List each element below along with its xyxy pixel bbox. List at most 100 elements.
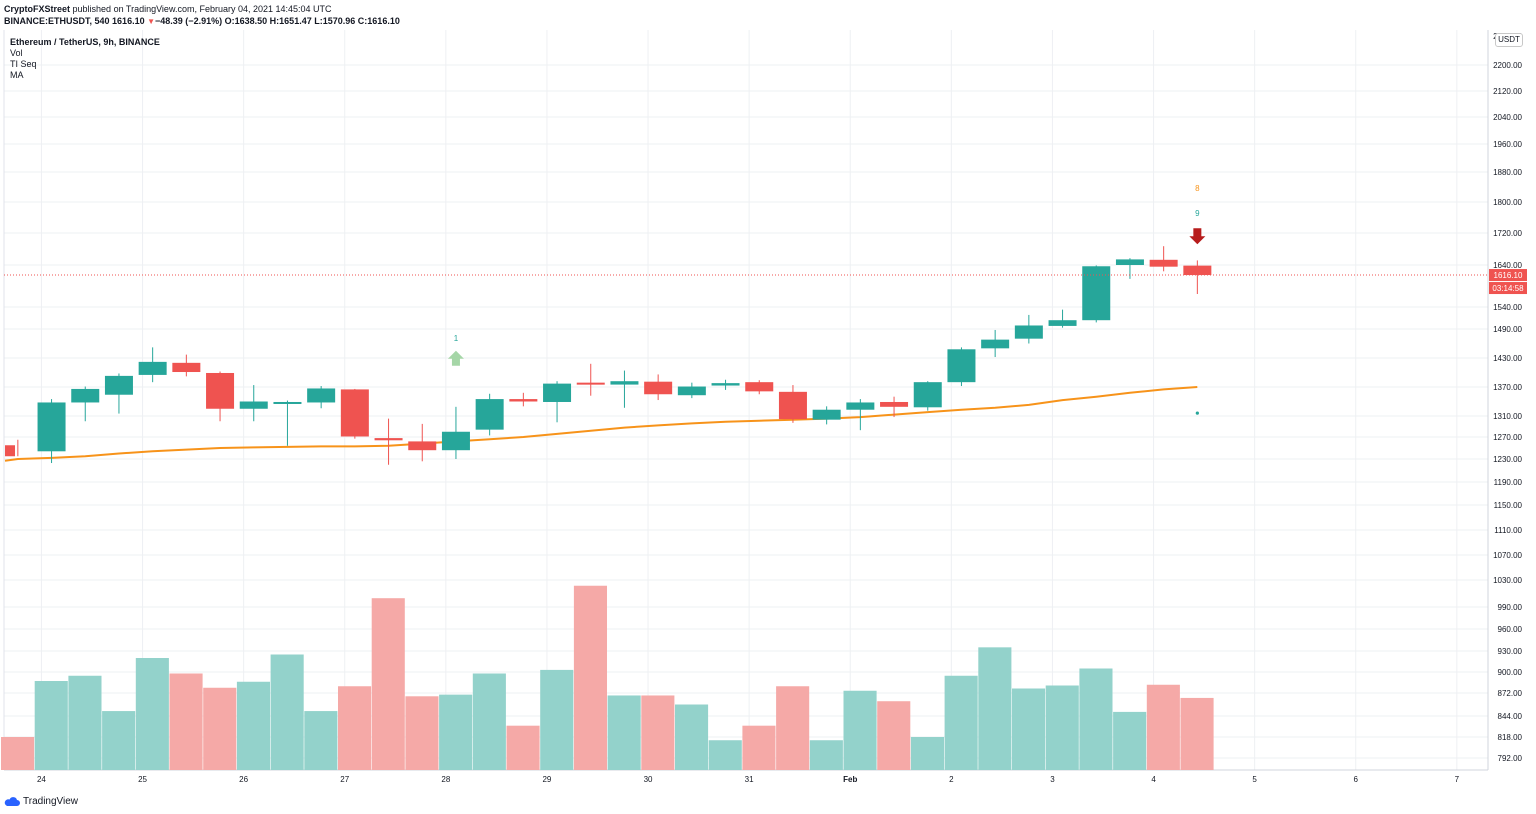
volume-bar: [338, 686, 372, 770]
volume-bar: [944, 675, 978, 770]
candle: [5, 439, 19, 457]
buy-setup-arrow-icon: [447, 350, 464, 366]
price-axis[interactable]: 2200.00 2120.00 2040.00 1960.00 1880.00 1800.…: [1489, 32, 1527, 763]
legend-ma[interactable]: MA: [10, 70, 24, 80]
candle-body: [408, 441, 437, 451]
candle: [677, 382, 706, 399]
candle-body: [71, 388, 100, 403]
volume-bar: [675, 704, 709, 770]
time-tick-label: 7: [1455, 775, 1460, 784]
volume-bar: [1146, 684, 1180, 770]
candle-body: [913, 382, 942, 408]
volume-bar: [742, 725, 776, 770]
price-tick-label: 872.00: [1498, 689, 1523, 698]
legend-title[interactable]: Ethereum / TetherUS, 9h, BINANCE: [10, 37, 160, 47]
volume-bar: [405, 696, 439, 770]
volume-bar: [573, 585, 607, 770]
publish-line: CryptoFXStreet published on TradingView.…: [4, 4, 332, 14]
last-price-tag[interactable]: [1489, 269, 1527, 282]
candle: [138, 347, 167, 383]
price-tick-label: 1640.00: [1493, 261, 1522, 270]
down-triangle-icon: ▼: [147, 17, 156, 26]
candle: [1115, 258, 1144, 279]
time-tick-label: 24: [37, 775, 46, 784]
time-axis[interactable]: 24 25 26 27 28 29 30 31 Feb 2 3 4 5 6 7: [37, 775, 1460, 784]
ma-line: [4, 386, 1198, 462]
time-tick-label: 3: [1050, 775, 1055, 784]
candle-body: [509, 399, 538, 402]
td-dot: [1195, 411, 1199, 415]
candle: [778, 385, 807, 423]
candle-body: [1115, 259, 1144, 265]
time-tick-label: 26: [239, 775, 248, 784]
legend-ti-seq[interactable]: TI Seq: [10, 59, 37, 69]
publish-info: published on TradingView.com, February 0…: [72, 4, 332, 14]
candle-body: [846, 402, 875, 410]
candle: [1014, 314, 1043, 344]
volume-bar: [708, 740, 742, 770]
candle: [273, 400, 302, 446]
td-count-label: 1: [454, 334, 459, 343]
time-tick-label: 28: [441, 775, 450, 784]
volume-bar: [540, 669, 574, 770]
volume-bar: [135, 658, 169, 770]
candle-body: [1014, 325, 1043, 339]
time-tick-label: 31: [745, 775, 754, 784]
candle-body: [5, 445, 15, 457]
candle-body: [172, 362, 201, 373]
price-tick-label: 1960.00: [1493, 140, 1522, 149]
tradingview-brand: TradingView: [23, 796, 79, 807]
ohlc-line: BINANCE:ETHUSDT, 540 1616.10 ▼−48.39 (−2…: [4, 16, 400, 26]
candle: [812, 406, 841, 425]
close-label: C:: [357, 16, 368, 26]
candle-body: [273, 401, 302, 404]
countdown-tag[interactable]: [1489, 282, 1527, 295]
time-tick-label: 6: [1354, 775, 1359, 784]
price-tick-label: 1270.00: [1493, 433, 1522, 442]
price-tick-label: 818.00: [1498, 733, 1523, 742]
close-value: 1616.10: [367, 16, 400, 26]
volume-bar: [371, 598, 405, 770]
price-tick-label: 1540.00: [1493, 303, 1522, 312]
candle-body: [576, 382, 605, 385]
candle: [1048, 309, 1077, 328]
price-tick-label: 900.00: [1498, 668, 1523, 677]
candle-body: [1082, 266, 1111, 321]
time-tick-label: 2: [949, 775, 954, 784]
volume-bar: [236, 681, 270, 770]
price-tick-label: 960.00: [1498, 625, 1523, 634]
candle-body: [543, 383, 572, 402]
candle: [239, 385, 268, 422]
volume-bar: [472, 673, 506, 770]
candle: [104, 373, 133, 414]
time-tick-label: Feb: [843, 775, 857, 784]
price-tick-label: 1370.00: [1493, 383, 1522, 392]
currency-badge[interactable]: USDT: [1495, 33, 1523, 47]
price-change: −48.39 (−2.91%): [155, 16, 223, 26]
volume-bar: [641, 695, 675, 770]
price-tick-label: 1880.00: [1493, 168, 1522, 177]
candle-body: [340, 389, 369, 437]
publisher-name[interactable]: CryptoFXStreet: [4, 4, 71, 14]
price-tick-label: 1310.00: [1493, 412, 1522, 421]
candle-body: [947, 349, 976, 383]
candle: [1082, 265, 1111, 323]
candle: [846, 399, 875, 431]
td-sequential-markers: 1 9 8: [447, 184, 1206, 415]
volume-bar: [1012, 688, 1046, 770]
tradingview-logo[interactable]: TradingView: [4, 796, 78, 807]
volume-bar: [877, 701, 911, 770]
candle-body: [711, 383, 740, 386]
volume-bar: [776, 686, 810, 770]
volume-bar: [34, 681, 68, 770]
time-tick-label: 5: [1252, 775, 1257, 784]
volume-bar: [1180, 697, 1214, 770]
candle-body: [1183, 265, 1212, 276]
symbol-label: BINANCE:ETHUSDT, 540: [4, 16, 110, 26]
candle: [441, 406, 470, 459]
candle-body: [1048, 320, 1077, 326]
volume-bar: [1045, 685, 1079, 770]
legend-vol[interactable]: Vol: [10, 48, 23, 58]
td-count-label: 8: [1195, 184, 1200, 193]
